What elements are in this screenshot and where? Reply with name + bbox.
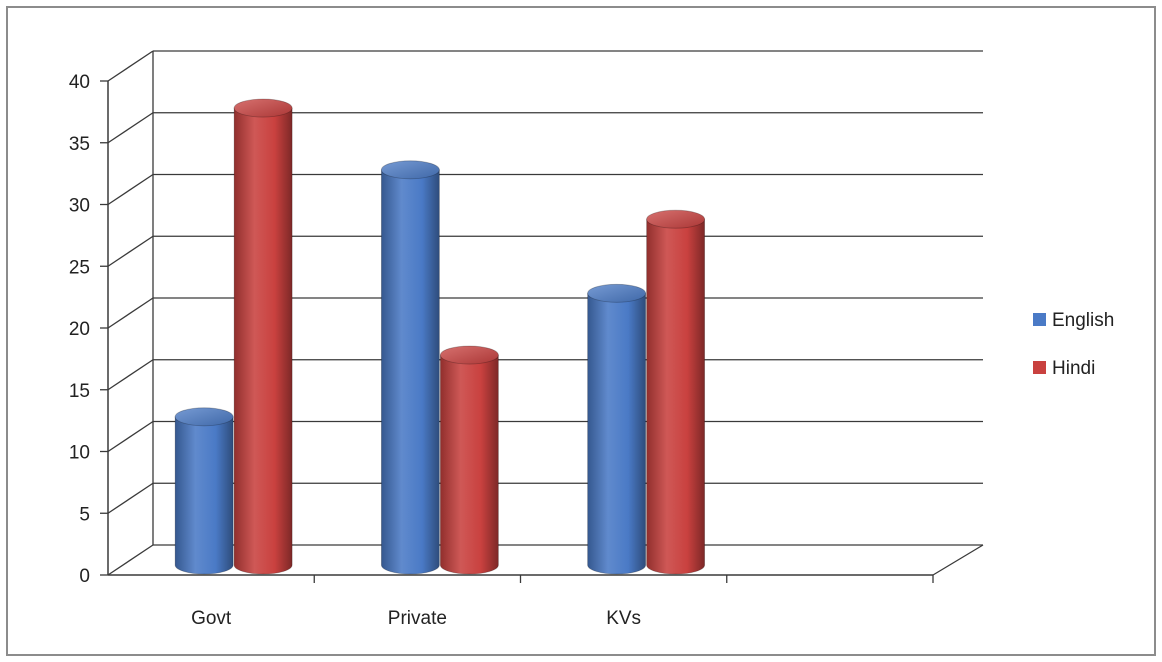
- bars: [174, 98, 706, 575]
- side-wall-gridline: [107, 297, 154, 329]
- bar-chart: 0 5 10 15 20 25 30 35 40 Govt Private KVs English H…: [69, 50, 1114, 629]
- y-axis-ticks: 0 5 10 15 20 25 30 35 40: [69, 72, 108, 587]
- y-tick-label: 15: [69, 381, 90, 402]
- side-wall-gridline: [107, 420, 154, 453]
- bar-top: [174, 407, 234, 427]
- side-wall-gridline: [107, 544, 154, 576]
- y-tick-label: 25: [69, 257, 90, 278]
- legend-swatch-english: [1033, 313, 1046, 326]
- bar-english-kvs: [587, 283, 647, 575]
- bar-top: [233, 98, 293, 118]
- y-tick-label: 20: [69, 319, 90, 340]
- bar-english-private: [380, 160, 440, 575]
- x-category-label: Govt: [191, 608, 232, 629]
- bar-hindi-govt: [233, 98, 293, 575]
- side-wall-gridline: [107, 482, 154, 514]
- bar-top: [587, 283, 647, 303]
- y-tick-label: 40: [69, 72, 90, 93]
- side-wall-gridline: [107, 112, 154, 144]
- bar-hindi-kvs: [646, 209, 706, 575]
- bar-top: [439, 345, 499, 365]
- bar-body: [587, 292, 647, 575]
- bar-body: [233, 107, 293, 575]
- x-category-label: Private: [388, 608, 447, 629]
- bar-hindi-private: [439, 345, 499, 575]
- chart-frame: 0 5 10 15 20 25 30 35 40 Govt Private KVs English H…: [6, 6, 1156, 656]
- bar-top: [380, 160, 440, 180]
- legend-swatch-hindi: [1033, 361, 1046, 374]
- bar-body: [646, 218, 706, 575]
- side-wall-gridline: [107, 359, 154, 391]
- bar-body: [174, 416, 234, 575]
- side-wall-gridline: [107, 235, 154, 267]
- y-tick-label: 10: [69, 443, 90, 464]
- legend-label-english: English: [1052, 310, 1114, 331]
- bar-english-govt: [174, 407, 234, 575]
- legend-label-hindi: Hindi: [1052, 358, 1095, 379]
- x-axis: Govt Private KVs: [108, 544, 984, 629]
- legend: English Hindi: [1033, 310, 1114, 379]
- bar-body: [380, 169, 440, 575]
- side-wall-gridline: [107, 50, 154, 82]
- bar-body: [439, 354, 499, 575]
- side-wall-gridline: [107, 173, 154, 206]
- y-tick-label: 5: [79, 504, 90, 525]
- x-category-label: KVs: [606, 608, 641, 629]
- floor-right-edge: [932, 544, 984, 576]
- bar-top: [646, 209, 706, 229]
- y-tick-label: 35: [69, 134, 90, 155]
- y-tick-label: 0: [79, 566, 90, 587]
- y-tick-label: 30: [69, 196, 90, 217]
